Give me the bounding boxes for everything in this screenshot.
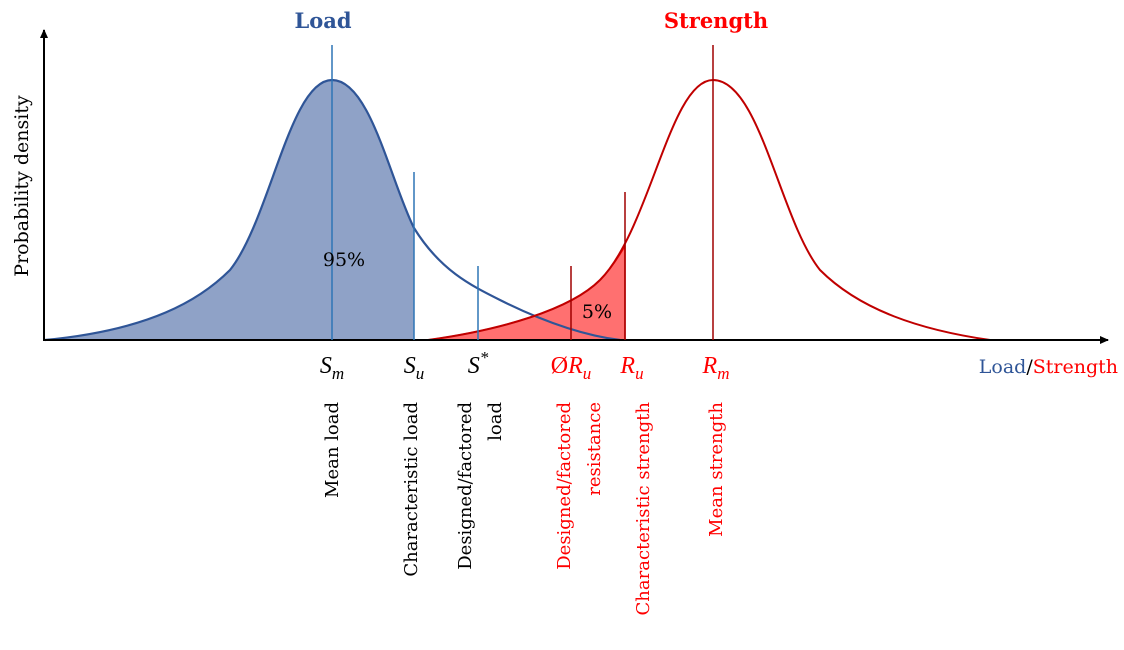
description: Designed/factored xyxy=(554,402,575,570)
symbol-sub: m xyxy=(717,364,729,383)
x-label-strength: Strength xyxy=(1033,356,1118,378)
description: resistance xyxy=(584,402,605,496)
symbol-main: S xyxy=(320,353,332,379)
symbol: Ru xyxy=(619,353,643,383)
symbol-prefix: Ø xyxy=(551,353,568,379)
load-percentage: 95% xyxy=(323,249,365,271)
symbol: Sm xyxy=(320,353,344,383)
load-curve xyxy=(44,78,621,342)
symbol-sub: u xyxy=(635,364,644,383)
description: Mean strength xyxy=(706,402,727,537)
symbol-sub: m xyxy=(332,364,344,383)
symbol-main: R xyxy=(567,353,583,379)
description: Characteristic strength xyxy=(633,402,654,616)
symbol-sup: * xyxy=(480,348,489,367)
symbol-sub: u xyxy=(583,364,592,383)
description: Mean load xyxy=(322,402,343,498)
symbol: ØRu xyxy=(551,353,592,383)
strength-fill xyxy=(427,243,626,341)
load-title: Load xyxy=(294,8,351,33)
description: load xyxy=(485,402,506,441)
x-label-load: Load xyxy=(979,356,1027,378)
symbol: Rm xyxy=(702,353,730,383)
x-axis-label: Load/Strength xyxy=(979,356,1118,378)
symbol-main: S xyxy=(468,353,480,379)
symbol-main: S xyxy=(404,353,416,379)
symbol-main: R xyxy=(702,353,718,379)
description: Designed/factored xyxy=(455,402,476,570)
symbol: S* xyxy=(468,348,489,379)
y-axis-label: Probability density xyxy=(11,95,33,277)
strength-percentage: 5% xyxy=(582,301,612,323)
symbol-main: R xyxy=(619,353,635,379)
description: Characteristic load xyxy=(401,402,422,577)
strength-title: Strength xyxy=(664,8,768,33)
x-label-sep: / xyxy=(1026,356,1033,378)
symbol: Su xyxy=(404,353,425,383)
symbol-sub: u xyxy=(416,364,425,383)
strength-curve xyxy=(427,78,991,341)
load-fill xyxy=(45,80,414,340)
